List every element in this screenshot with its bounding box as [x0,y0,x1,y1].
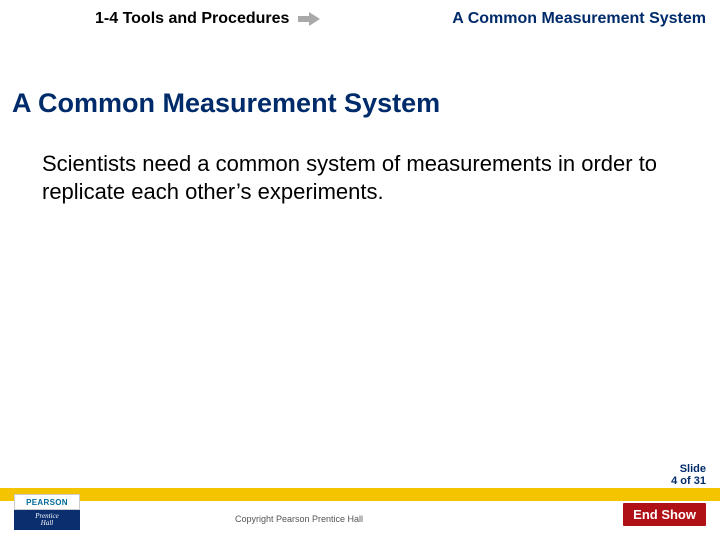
copyright-text: Copyright Pearson Prentice Hall [235,514,363,524]
section-label: 1-4 Tools and Procedures [95,10,289,28]
arrow-right-icon [298,12,320,26]
slide-number-label: Slide [671,463,706,475]
end-show-button[interactable]: End Show [623,503,706,526]
footer-accent-bar [0,488,720,501]
slide-number-value: 4 of 31 [671,475,706,487]
slide-current: 4 [671,475,677,487]
slide-number: Slide 4 of 31 [671,463,706,487]
header: 1-4 Tools and Procedures A Common Measur… [0,10,720,38]
page-title: A Common Measurement System [12,88,440,119]
publisher-logo: PEARSON Prentice Hall [14,494,84,530]
topic-label: A Common Measurement System [452,10,706,28]
slide-of: of [680,475,690,487]
prentice-hall-logo: Prentice Hall [14,510,80,530]
slide-container: 1-4 Tools and Procedures A Common Measur… [0,0,720,540]
pearson-logo: PEARSON [14,494,80,510]
hall-text: Hall [41,520,53,527]
slide-total: 31 [694,475,706,487]
body-paragraph: Scientists need a common system of measu… [42,150,670,205]
